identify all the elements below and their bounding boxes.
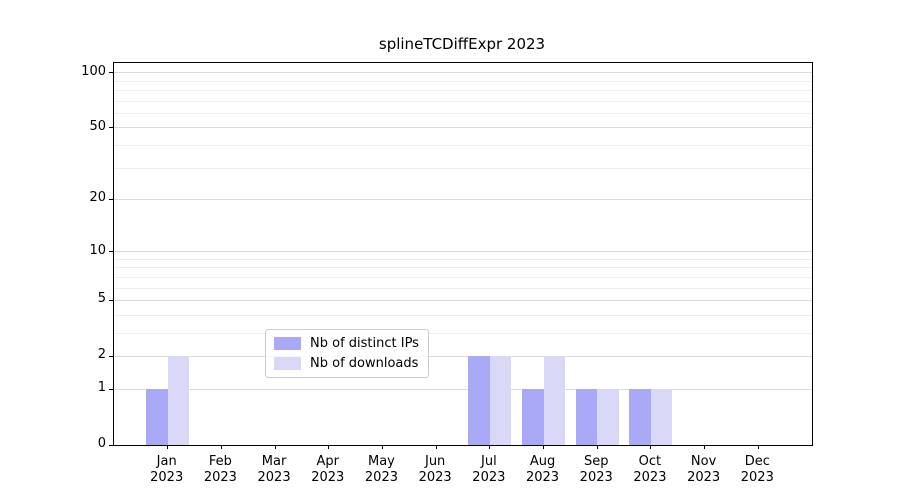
y-axis-tick [109, 198, 113, 200]
minor-gridline [114, 314, 812, 316]
legend-label-downloads: Nb of downloads [310, 356, 419, 371]
minor-gridline [114, 276, 812, 278]
x-tick-label: Aug 2023 [525, 454, 560, 485]
major-gridline [114, 251, 812, 253]
x-axis-tick [650, 445, 652, 449]
y-tick-label: 2 [97, 347, 106, 363]
x-tick-label: Jul 2023 [472, 454, 506, 485]
x-axis-tick [489, 445, 491, 449]
y-axis-tick [109, 355, 113, 357]
y-tick-label: 50 [89, 118, 106, 134]
x-axis-tick [596, 445, 598, 449]
legend-item-downloads: Nb of downloads [274, 356, 419, 371]
y-axis-tick [109, 72, 113, 74]
major-gridline [114, 198, 812, 200]
y-axis-tick [109, 127, 113, 129]
legend-swatch-distinct-ips [274, 337, 301, 350]
minor-gridline [114, 100, 812, 102]
bar-distinct-ips [468, 356, 490, 445]
major-gridline [114, 72, 812, 74]
legend: Nb of distinct IPs Nb of downloads [265, 329, 429, 378]
bar-distinct-ips [522, 389, 544, 445]
x-tick-label: Feb 2023 [203, 454, 237, 485]
x-tick-label: Jun 2023 [418, 454, 452, 485]
x-tick-label: May 2023 [364, 454, 398, 485]
x-axis-tick [381, 445, 383, 449]
legend-label-distinct-ips: Nb of distinct IPs [310, 336, 419, 351]
minor-gridline [114, 144, 812, 146]
x-axis-tick [328, 445, 330, 449]
major-gridline [114, 299, 812, 301]
x-tick-label: Mar 2023 [257, 454, 291, 485]
x-axis-tick [757, 445, 759, 449]
chart-title: splineTCDiffExpr 2023 [378, 35, 546, 53]
bar-downloads [650, 389, 673, 445]
x-tick-label: Oct 2023 [633, 454, 667, 485]
bar-downloads [543, 356, 565, 445]
y-axis-tick [109, 444, 113, 446]
legend-item-distinct-ips: Nb of distinct IPs [274, 336, 419, 351]
bar-distinct-ips [146, 389, 168, 445]
x-axis-tick [274, 445, 276, 449]
y-axis-tick [109, 299, 113, 301]
minor-gridline [114, 267, 812, 269]
minor-gridline [114, 332, 812, 334]
x-axis-tick [435, 445, 437, 449]
x-tick-label: Sep 2023 [579, 454, 613, 485]
bar-downloads [597, 389, 619, 445]
x-axis-tick [220, 445, 222, 449]
bar-downloads [167, 356, 190, 445]
x-axis-tick [543, 445, 545, 449]
bar-distinct-ips [575, 389, 598, 445]
major-gridline [114, 355, 812, 357]
y-tick-label: 20 [89, 190, 106, 206]
major-gridline [114, 388, 812, 390]
y-tick-label: 100 [81, 63, 106, 79]
legend-swatch-downloads [274, 357, 301, 370]
minor-gridline [114, 258, 812, 260]
x-tick-label: Dec 2023 [740, 454, 774, 485]
y-axis-tick [109, 388, 113, 390]
y-tick-label: 10 [89, 242, 106, 258]
major-gridline [114, 127, 812, 129]
minor-gridline [114, 90, 812, 92]
x-tick-label: Jan 2023 [150, 454, 184, 485]
minor-gridline [114, 112, 812, 114]
minor-gridline [114, 80, 812, 82]
x-tick-label: Nov 2023 [687, 454, 721, 485]
x-tick-label: Apr 2023 [311, 454, 345, 485]
plot-area [109, 62, 813, 449]
y-tick-label: 0 [97, 436, 106, 451]
minor-gridline [114, 167, 812, 169]
y-axis-tick [109, 251, 113, 253]
bar-downloads [489, 356, 512, 445]
x-axis-tick [704, 445, 706, 449]
y-tick-label: 1 [97, 380, 106, 396]
x-axis-tick [167, 445, 169, 449]
minor-gridline [114, 287, 812, 289]
bar-distinct-ips [629, 389, 651, 445]
y-tick-label: 5 [97, 291, 106, 307]
